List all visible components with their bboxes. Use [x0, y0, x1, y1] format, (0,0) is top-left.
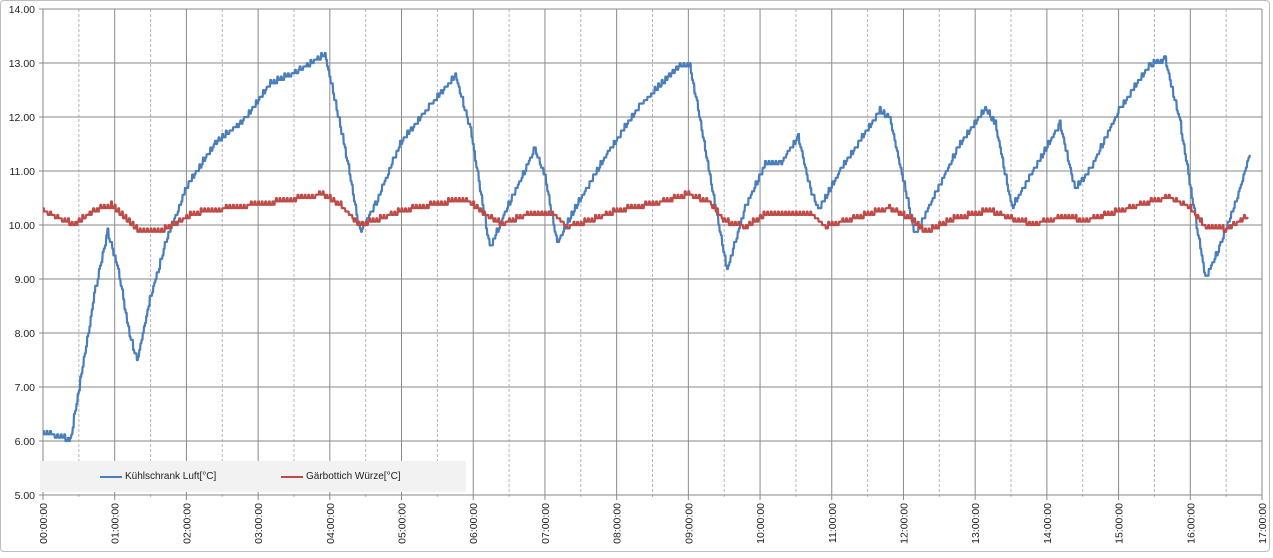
x-tick-label: 01:00:00 [110, 503, 122, 544]
legend-label: Kühlschrank Luft[°C] [125, 471, 217, 482]
y-tick-label: 9.00 [15, 274, 36, 286]
x-tick-label: 02:00:00 [181, 503, 193, 544]
y-tick-label: 6.00 [15, 436, 36, 448]
x-tick-label: 13:00:00 [970, 503, 982, 544]
legend: Kühlschrank Luft[°C] Gärbottich Würze[°C… [40, 461, 466, 492]
legend-item-kuehlschrank: Kühlschrank Luft[°C] [100, 471, 216, 482]
y-tick-label: 7.00 [15, 382, 36, 394]
y-tick-label: 8.00 [15, 328, 36, 340]
x-tick-label: 12:00:00 [898, 503, 910, 544]
x-axis-labels: 00:00:00 01:00:00 02:00:00 03:00:00 04:00:00… [38, 503, 1269, 544]
gridlines [39, 8, 1263, 500]
series-line-0 [42, 51, 1251, 443]
y-tick-label: 5.00 [15, 490, 36, 502]
x-tick-label: 05:00:00 [397, 503, 409, 544]
x-tick-label: 08:00:00 [612, 503, 624, 544]
legend-swatch-blue [100, 475, 122, 478]
x-tick-label: 06:00:00 [468, 503, 480, 544]
y-tick-label: 10.00 [9, 220, 35, 232]
y-tick-label: 14.00 [9, 4, 35, 16]
y-tick-label: 12.00 [9, 112, 35, 124]
x-tick-label: 03:00:00 [253, 503, 265, 544]
x-tick-label: 16:00:00 [1185, 503, 1197, 544]
legend-label: Gärbottich Würze[°C] [306, 471, 401, 482]
series-lines [42, 51, 1251, 443]
x-tick-label: 09:00:00 [683, 503, 695, 544]
series-line-1 [42, 190, 1249, 233]
x-tick-label: 14:00:00 [1042, 503, 1054, 544]
x-tick-label: 15:00:00 [1114, 503, 1126, 544]
legend-item-gaerbottich: Gärbottich Würze[°C] [281, 471, 401, 482]
x-tick-label: 17:00:00 [1257, 503, 1269, 544]
y-tick-label: 11.00 [10, 166, 36, 178]
x-tick-label: 07:00:00 [540, 503, 552, 544]
x-tick-label: 10:00:00 [755, 503, 767, 544]
legend-swatch-red [281, 475, 303, 478]
x-tick-label: 00:00:00 [38, 503, 50, 544]
x-tick-label: 11:00:00 [827, 503, 839, 543]
y-tick-label: 13.00 [9, 58, 35, 70]
x-tick-label: 04:00:00 [325, 503, 337, 544]
y-axis-labels: 5.00 6.00 7.00 8.00 9.00 10.00 11.00 12.00 13.00… [9, 4, 35, 502]
